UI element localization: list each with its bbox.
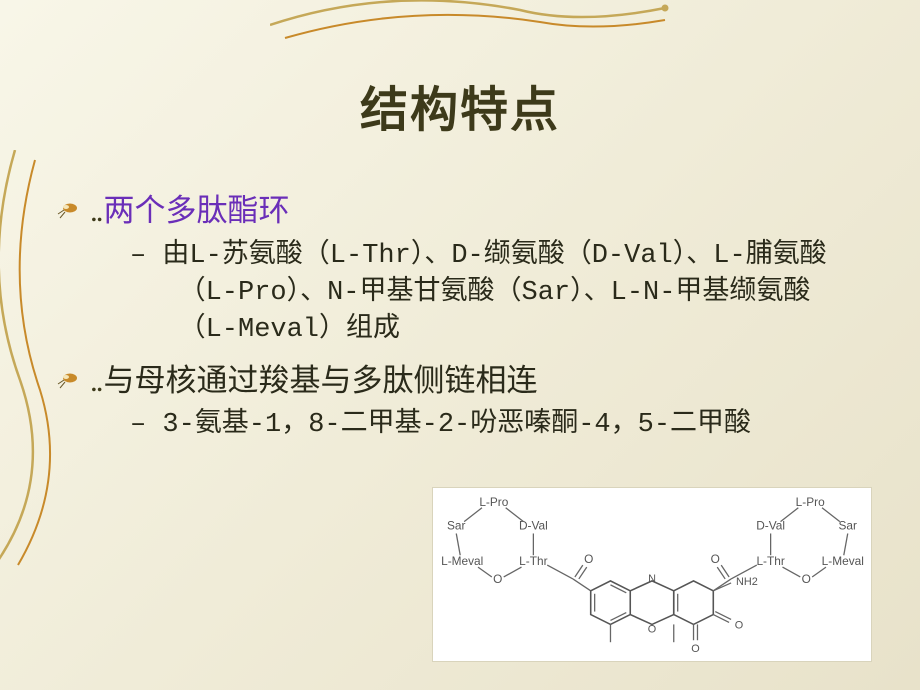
label-lpro-left: L-Pro [479, 495, 508, 509]
label-lpro-right: L-Pro [796, 495, 825, 509]
label-dval-right: D-Val [756, 519, 785, 533]
label-o-right: O [802, 572, 811, 586]
bullet-1: ..两个多肽酯环 [90, 190, 860, 232]
chemical-structure-diagram: L-Pro D-Val Sar L-Thr L-Meval O L-Pro D-… [432, 487, 872, 662]
atom-o: O [735, 619, 743, 631]
bullet-2: ..与母核通过羧基与多肽侧链相连 [90, 360, 860, 402]
bullet-dots: .. [90, 193, 102, 228]
label-dval-left: D-Val [519, 519, 548, 533]
bullet-dots: .. [90, 363, 102, 398]
bullet-2-text: 与母核通过羧基与多肽侧链相连 [104, 363, 538, 398]
atom-o: O [584, 552, 593, 566]
bullet-icon [56, 366, 80, 390]
label-sar-right: Sar [839, 519, 858, 533]
atom-n: N [648, 573, 656, 585]
atom-nh2: NH2 [736, 576, 758, 588]
atom-o: O [691, 643, 699, 655]
label-lthr-left: L-Thr [519, 554, 547, 568]
bullet-1-text: 两个多肽酯环 [104, 193, 290, 228]
label-sar-left: Sar [447, 519, 466, 533]
label-o-left: O [493, 572, 502, 586]
slide-title: 结构特点 [0, 0, 920, 150]
label-lmeval-left: L-Meval [441, 554, 483, 568]
slide-content: ..两个多肽酯环 – 由L-苏氨酸（L-Thr）、D-缬氨酸（D-Val）、L-… [0, 150, 920, 445]
atom-o: O [648, 623, 656, 635]
bullet-1-sub: – 由L-苏氨酸（L-Thr）、D-缬氨酸（D-Val）、L-脯氨酸（L-Pro… [130, 238, 860, 350]
label-lmeval-right: L-Meval [822, 554, 864, 568]
atom-o: O [711, 552, 720, 566]
bullet-2-sub: – 3-氨基-1，8-二甲基-2-吩恶嗪酮-4，5-二甲酸 [130, 407, 860, 444]
bullet-icon [56, 196, 80, 220]
label-lthr-right: L-Thr [756, 554, 784, 568]
